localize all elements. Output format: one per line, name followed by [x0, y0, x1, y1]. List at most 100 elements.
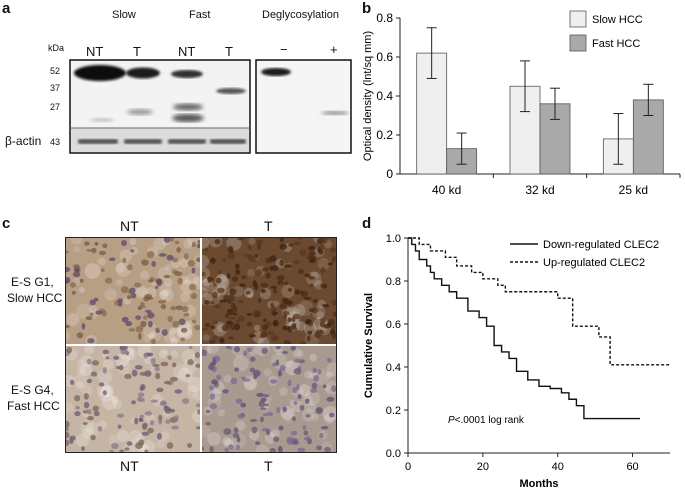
- cytoplasm-blob: [81, 385, 93, 397]
- cell-nucleus: [191, 319, 197, 324]
- cell-nucleus: [120, 348, 127, 355]
- cytoplasm-blob: [143, 334, 152, 343]
- cell-nucleus: [305, 414, 311, 418]
- cytoplasm-blob: [101, 394, 118, 410]
- band-actin-4: [210, 139, 246, 144]
- col-label-nt-bottom: NT: [120, 458, 139, 474]
- cytoplasm-blob: [248, 429, 260, 441]
- y-tick-label: 0.6: [386, 319, 401, 331]
- y-tick-label: 1.0: [386, 233, 401, 245]
- cell-nucleus: [128, 289, 132, 295]
- cell-nucleus: [119, 346, 125, 350]
- cell-nucleus: [90, 371, 98, 377]
- cell-nucleus: [102, 349, 110, 355]
- cytoplasm-blob: [278, 387, 288, 396]
- cell-nucleus: [287, 325, 293, 333]
- cell-nucleus: [209, 385, 215, 391]
- cell-nucleus: [143, 315, 148, 320]
- cell-nucleus: [246, 312, 253, 316]
- cytoplasm-blob: [73, 373, 89, 388]
- cytoplasm-blob: [153, 238, 166, 251]
- cell-nucleus: [185, 374, 190, 378]
- cell-nucleus: [225, 346, 230, 349]
- cell-nucleus: [66, 266, 71, 273]
- cell-nucleus: [213, 304, 221, 309]
- cytoplasm-blob: [292, 304, 306, 317]
- cell-nucleus: [321, 303, 330, 308]
- cytoplasm-blob: [136, 286, 147, 298]
- cell-nucleus: [99, 250, 106, 256]
- cell-nucleus: [139, 414, 144, 418]
- cytoplasm-blob: [202, 238, 210, 249]
- cell-nucleus: [161, 329, 168, 336]
- x-tick-label: 40 kd: [432, 183, 461, 197]
- cell-nucleus: [217, 287, 225, 294]
- cytoplasm-blob: [88, 305, 98, 314]
- cell-nucleus: [66, 276, 71, 284]
- cytoplasm-blob: [192, 392, 200, 401]
- cell-nucleus: [138, 304, 146, 309]
- cell-nucleus: [100, 268, 105, 273]
- y-tick-label: 0: [386, 167, 393, 181]
- cell-nucleus: [239, 283, 246, 288]
- cell-nucleus: [306, 335, 311, 342]
- cytoplasm-blob: [158, 349, 167, 358]
- cell-nucleus: [87, 415, 94, 421]
- cell-nucleus: [184, 252, 189, 260]
- cell-nucleus: [72, 271, 81, 278]
- cell-nucleus: [312, 298, 319, 304]
- cell-nucleus: [207, 277, 214, 282]
- y-tick-label: 0.6: [376, 50, 393, 64]
- cell-nucleus: [113, 355, 120, 360]
- lane-slow-t: T: [133, 44, 141, 59]
- cytoplasm-blob: [156, 439, 166, 449]
- cell-nucleus: [125, 321, 133, 327]
- cytoplasm-blob: [139, 270, 150, 280]
- cell-nucleus: [149, 419, 155, 426]
- cell-nucleus: [82, 409, 89, 414]
- cytoplasm-blob: [263, 368, 272, 377]
- cell-nucleus: [208, 364, 215, 371]
- x-tick-label: 32 kd: [525, 183, 554, 197]
- row-label-g1-line1: E-S G1,: [11, 275, 54, 289]
- cell-nucleus: [175, 305, 183, 311]
- cell-nucleus: [126, 441, 133, 446]
- cell-nucleus: [183, 312, 190, 317]
- cytoplasm-blob: [207, 431, 221, 446]
- cell-nucleus: [311, 382, 318, 390]
- cell-nucleus: [279, 365, 286, 372]
- cytoplasm-blob: [317, 257, 330, 270]
- kda-label: kDa: [48, 43, 65, 53]
- cell-nucleus: [111, 442, 119, 450]
- cell-nucleus: [187, 259, 196, 267]
- cell-nucleus: [134, 282, 142, 288]
- cell-nucleus: [262, 413, 268, 417]
- cytoplasm-blob: [112, 399, 122, 410]
- cell-nucleus: [157, 300, 165, 304]
- cell-nucleus: [314, 331, 321, 339]
- lane-fast-nt: NT: [178, 44, 196, 59]
- cell-nucleus: [66, 250, 69, 254]
- cell-nucleus: [228, 336, 234, 340]
- cell-nucleus: [245, 291, 251, 295]
- cell-nucleus: [261, 323, 269, 331]
- cytoplasm-blob: [70, 238, 83, 245]
- y-tick-label: 0.2: [376, 128, 393, 142]
- cell-nucleus: [277, 445, 283, 452]
- cell-nucleus: [302, 425, 307, 431]
- cell-nucleus: [195, 363, 200, 368]
- cell-nucleus: [226, 320, 233, 326]
- cytoplasm-blob: [149, 330, 161, 342]
- cell-nucleus: [331, 332, 336, 339]
- cell-nucleus: [227, 252, 236, 260]
- cell-nucleus: [83, 401, 90, 409]
- cytoplasm-blob: [285, 360, 293, 368]
- cell-nucleus: [75, 405, 80, 410]
- cell-nucleus: [276, 274, 285, 281]
- cell-nucleus: [163, 238, 171, 243]
- x-tick-label: 60: [626, 461, 638, 473]
- cell-nucleus: [222, 389, 229, 394]
- cell-nucleus: [86, 378, 93, 384]
- legend-label: Down-regulated CLEC2: [543, 239, 659, 251]
- cytoplasm-blob: [185, 319, 194, 328]
